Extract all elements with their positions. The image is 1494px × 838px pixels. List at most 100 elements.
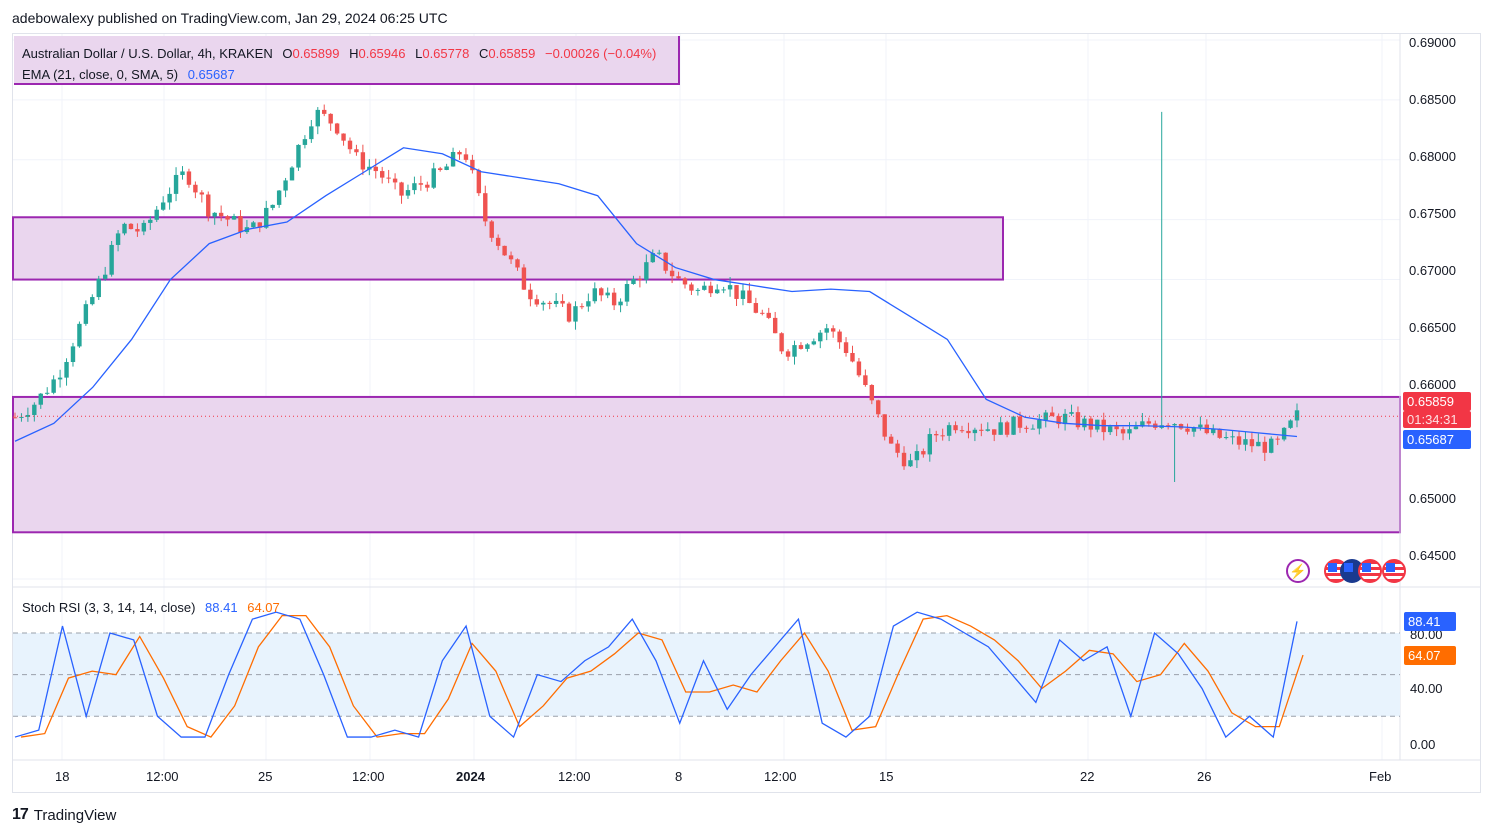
candle-body	[934, 434, 939, 436]
candle-body	[38, 393, 43, 405]
candle-body	[573, 306, 578, 322]
candle-body	[1011, 416, 1016, 435]
candle-body	[657, 252, 662, 254]
lightning-icon[interactable]: ⚡	[1286, 559, 1310, 583]
price-tick: 0.66500	[1409, 320, 1456, 335]
tradingview-footer[interactable]: 17 TradingView	[12, 806, 116, 824]
candle-body	[1294, 410, 1300, 421]
candle-body	[1288, 420, 1293, 428]
candle-body	[276, 190, 282, 205]
candle-body	[560, 300, 565, 304]
candle-body	[102, 274, 108, 279]
us-flag-icon[interactable]	[1358, 559, 1382, 583]
candle-body	[12, 417, 18, 419]
time-tick: 12:00	[764, 769, 797, 784]
candle-body	[856, 361, 862, 376]
candle-body	[1172, 424, 1177, 426]
symbol-title[interactable]: Australian Dollar / U.S. Dollar, 4h, KRA…	[22, 46, 273, 61]
price-tick: 0.66000	[1409, 377, 1456, 392]
time-tick: 12:00	[146, 769, 179, 784]
candle-body	[173, 174, 179, 194]
candle-body	[1056, 416, 1061, 425]
candle-body	[772, 317, 778, 334]
candle-body	[212, 212, 217, 217]
candle-body	[547, 302, 552, 304]
candle-body	[1269, 438, 1274, 453]
candle-body	[392, 178, 398, 183]
candle-body	[760, 312, 765, 314]
candle-body	[541, 302, 546, 305]
candle-body	[1217, 428, 1222, 438]
candle-body	[927, 434, 932, 455]
candle-body	[966, 430, 971, 434]
candle-body	[888, 436, 894, 444]
candle-body	[1120, 429, 1126, 434]
candle-body	[1037, 419, 1042, 429]
low-value: 0.65778	[422, 46, 470, 61]
candle-body	[830, 328, 836, 332]
price-tick: 0.67500	[1409, 206, 1456, 221]
candle-body	[869, 385, 875, 401]
us-flag-icon[interactable]	[1382, 559, 1406, 583]
candle-body	[1262, 441, 1267, 453]
candle-body	[96, 278, 101, 298]
candle-body	[837, 331, 842, 343]
candle-body	[605, 292, 610, 296]
candle-body	[901, 452, 907, 467]
candle-body	[689, 284, 694, 291]
candle-body	[90, 297, 95, 305]
tradingview-wordmark: TradingView	[33, 806, 117, 824]
stoch-rsi-legend[interactable]: Stoch RSI (3, 3, 14, 14, close) 88.41 64…	[22, 600, 286, 615]
candle-body	[708, 285, 713, 294]
candle-body	[534, 299, 540, 305]
candle-body	[1249, 439, 1255, 447]
candle-body	[180, 171, 185, 175]
candle-body	[373, 166, 378, 172]
candle-body	[1146, 421, 1152, 424]
candle-body	[1275, 438, 1280, 440]
candle-body	[57, 377, 63, 380]
candle-body	[1082, 418, 1087, 428]
candle-body	[1088, 418, 1094, 430]
change-value: −0.00026 (−0.04%)	[544, 46, 657, 61]
candle-body	[1256, 441, 1261, 447]
candle-body	[141, 222, 147, 232]
candle-body	[302, 139, 308, 145]
ema-legend[interactable]: EMA (21, close, 0, SMA, 5) 0.65687	[22, 67, 241, 82]
high-value: 0.65946	[358, 46, 406, 61]
candle-body	[1095, 419, 1100, 430]
candle-body	[779, 333, 784, 352]
candle-body	[637, 279, 643, 281]
time-tick: 26	[1197, 769, 1212, 784]
candle-body	[154, 209, 159, 220]
candle-body	[592, 288, 597, 302]
candle-body	[122, 223, 127, 234]
time-tick: 25	[258, 769, 273, 784]
candle-body	[160, 202, 166, 210]
candle-body	[386, 177, 391, 179]
candle-body	[908, 460, 913, 467]
candle-body	[1243, 439, 1248, 445]
candle-body	[405, 190, 411, 196]
candle-body	[727, 285, 733, 290]
price-tick: 0.68000	[1409, 149, 1456, 164]
candle-body	[979, 429, 984, 431]
candle-body	[618, 301, 623, 306]
candle-body	[811, 341, 817, 345]
candle-body	[1004, 422, 1010, 435]
candle-body	[1140, 421, 1145, 427]
candle-body	[322, 109, 327, 114]
candle-body	[528, 289, 533, 300]
candle-body	[998, 422, 1003, 435]
candle-body	[1211, 428, 1216, 434]
candle-body	[740, 290, 746, 299]
candle-body	[992, 429, 997, 435]
candle-body	[1230, 436, 1235, 438]
candle-body	[135, 229, 140, 232]
candle-body	[32, 404, 37, 415]
candle-body	[476, 170, 482, 194]
candle-body	[1198, 424, 1203, 428]
candle-body	[1069, 412, 1074, 414]
candle-body	[1127, 429, 1132, 434]
